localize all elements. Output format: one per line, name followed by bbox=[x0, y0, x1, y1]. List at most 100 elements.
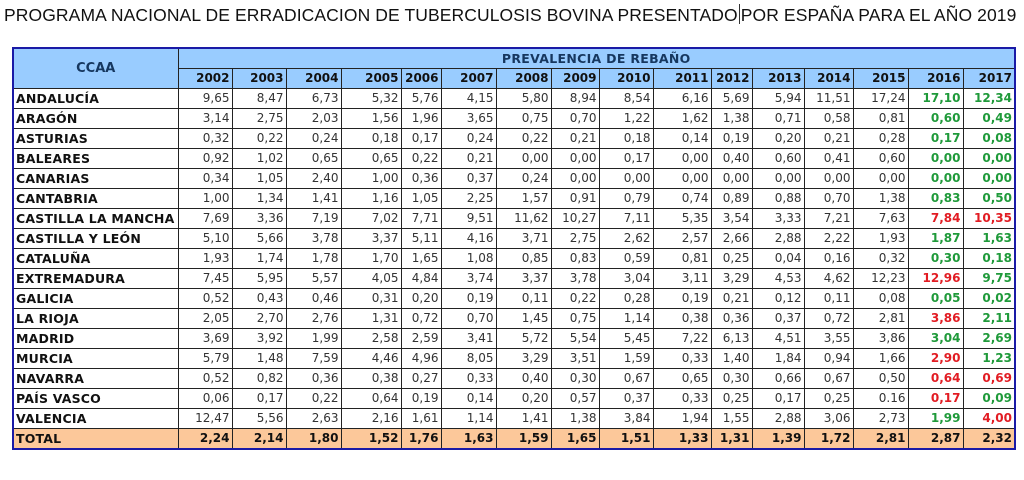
cell-value: 0,18 bbox=[962, 248, 1016, 269]
year-header-2012: 2012 bbox=[710, 68, 753, 89]
cell-value: 1,00 bbox=[177, 188, 233, 209]
cell-value: 0,06 bbox=[177, 388, 233, 409]
total-value: 1,72 bbox=[803, 428, 854, 450]
cell-value: 0,94 bbox=[803, 348, 854, 369]
cell-value: 0,70 bbox=[440, 308, 497, 329]
year-header-2009: 2009 bbox=[550, 68, 600, 89]
cell-value: 1,05 bbox=[231, 168, 287, 189]
cell-value: 0,21 bbox=[710, 288, 753, 309]
cell-value: 2,88 bbox=[751, 408, 805, 429]
year-header-2013: 2013 bbox=[751, 68, 805, 89]
cell-value: 17,10 bbox=[907, 88, 964, 109]
cell-value: 3,04 bbox=[598, 268, 654, 289]
group-header: PREVALENCIA DE REBAÑO bbox=[177, 47, 1016, 69]
cell-value: 0,91 bbox=[550, 188, 600, 209]
table-row: PAÍS VASCO 0,06 0,17 0,22 0,64 0,19 0,14 0,20 0,… bbox=[12, 388, 1016, 409]
year-header-2015: 2015 bbox=[852, 68, 909, 89]
cell-value: 0,72 bbox=[400, 308, 442, 329]
region-name: ARAGÓN bbox=[12, 108, 179, 129]
table-row: BALEARES 0,92 1,02 0,65 0,65 0,22 0,21 0,00 0,00… bbox=[12, 148, 1016, 169]
cell-value: 0,17 bbox=[598, 148, 654, 169]
cell-value: 0,20 bbox=[495, 388, 552, 409]
cell-value: 0,31 bbox=[340, 288, 402, 309]
table-row: NAVARRA 0,52 0,82 0,36 0,38 0,27 0,33 0,40 0,30 0… bbox=[12, 368, 1016, 389]
cell-value: 0,88 bbox=[751, 188, 805, 209]
cell-value: 1,61 bbox=[400, 408, 442, 429]
cell-value: 0,32 bbox=[852, 248, 909, 269]
cell-value: 0,25 bbox=[710, 248, 753, 269]
cell-value: 0,24 bbox=[440, 128, 497, 149]
cell-value: 0,30 bbox=[550, 368, 600, 389]
cell-value: 5,66 bbox=[231, 228, 287, 249]
region-name: BALEARES bbox=[12, 148, 179, 169]
cell-value: 3,71 bbox=[495, 228, 552, 249]
cell-value: 3,84 bbox=[598, 408, 654, 429]
cell-value: 0,38 bbox=[340, 368, 402, 389]
cell-value: 1,14 bbox=[440, 408, 497, 429]
cell-value: 0,75 bbox=[550, 308, 600, 329]
cell-value: 2,63 bbox=[285, 408, 342, 429]
document-title: PROGRAMA NACIONAL DE ERRADICACION DE TUB… bbox=[4, 4, 1016, 26]
table-body: ANDALUCÍA 9,65 8,47 6,73 5,32 5,76 4,15 5,80 8,9… bbox=[12, 88, 1016, 450]
cell-value: 3,33 bbox=[751, 208, 805, 229]
cell-value: 0,17 bbox=[400, 128, 442, 149]
cell-value: 0,52 bbox=[177, 288, 233, 309]
cell-value: 0,37 bbox=[751, 308, 805, 329]
cell-value: 1,48 bbox=[231, 348, 287, 369]
total-row: TOTAL 2,24 2,14 1,80 1,52 1,76 1,63 1,59 1,65 1,5… bbox=[12, 428, 1016, 450]
cell-value: 1,02 bbox=[231, 148, 287, 169]
cell-value: 0,82 bbox=[231, 368, 287, 389]
total-value: 2,24 bbox=[177, 428, 233, 450]
cell-value: 0,17 bbox=[231, 388, 287, 409]
cell-value: 0,16 bbox=[803, 248, 854, 269]
region-name: EXTREMADURA bbox=[12, 268, 179, 289]
cell-value: 5,69 bbox=[710, 88, 753, 109]
cell-value: 1,74 bbox=[231, 248, 287, 269]
cell-value: 0,81 bbox=[652, 248, 712, 269]
cell-value: 10,35 bbox=[962, 208, 1016, 229]
cell-value: 1,40 bbox=[710, 348, 753, 369]
year-header-2010: 2010 bbox=[598, 68, 654, 89]
cell-value: 0,50 bbox=[852, 368, 909, 389]
cell-value: 2,11 bbox=[962, 308, 1016, 329]
cell-value: 2,88 bbox=[751, 228, 805, 249]
cell-value: 0,25 bbox=[803, 388, 854, 409]
cell-value: 0,22 bbox=[550, 288, 600, 309]
cell-value: 2,75 bbox=[550, 228, 600, 249]
cell-value: 0,22 bbox=[400, 148, 442, 169]
cell-value: 1,99 bbox=[907, 408, 964, 429]
cell-value: 2,59 bbox=[400, 328, 442, 349]
text-cursor bbox=[738, 4, 740, 24]
total-label: TOTAL bbox=[12, 428, 179, 450]
cell-value: 0,04 bbox=[751, 248, 805, 269]
cell-value: 3,78 bbox=[550, 268, 600, 289]
total-value: 2,81 bbox=[852, 428, 909, 450]
cell-value: 0,17 bbox=[907, 128, 964, 149]
table-row: CASTILLA LA MANCHA 7,69 3,36 7,19 7,02 7,71 9,… bbox=[12, 208, 1016, 229]
cell-value: 0,64 bbox=[340, 388, 402, 409]
cell-value: 0,60 bbox=[751, 148, 805, 169]
cell-value: 0,72 bbox=[803, 308, 854, 329]
cell-value: 0,46 bbox=[285, 288, 342, 309]
cell-value: 0,36 bbox=[710, 308, 753, 329]
table-row: MURCIA 5,79 1,48 7,59 4,46 4,96 8,05 3,29 3,51 1,… bbox=[12, 348, 1016, 369]
cell-value: 0,33 bbox=[652, 388, 712, 409]
cell-value: 3,74 bbox=[440, 268, 497, 289]
cell-value: 8,05 bbox=[440, 348, 497, 369]
region-name: CASTILLA Y LEÓN bbox=[12, 228, 179, 249]
region-name: CATALUÑA bbox=[12, 248, 179, 269]
total-value: 1,59 bbox=[495, 428, 552, 450]
cell-value: 3,37 bbox=[495, 268, 552, 289]
cell-value: 3,11 bbox=[652, 268, 712, 289]
cell-value: 0,69 bbox=[962, 368, 1016, 389]
cell-value: 0,59 bbox=[598, 248, 654, 269]
cell-value: 0,81 bbox=[852, 108, 909, 129]
cell-value: 0,66 bbox=[751, 368, 805, 389]
cell-value: 0,08 bbox=[852, 288, 909, 309]
cell-value: 1,22 bbox=[598, 108, 654, 129]
cell-value: 0,00 bbox=[652, 168, 712, 189]
cell-value: 1,78 bbox=[285, 248, 342, 269]
cell-value: 0,74 bbox=[652, 188, 712, 209]
cell-value: 1,08 bbox=[440, 248, 497, 269]
table-row: EXTREMADURA 7,45 5,95 5,57 4,05 4,84 3,74 3,37 3… bbox=[12, 268, 1016, 289]
